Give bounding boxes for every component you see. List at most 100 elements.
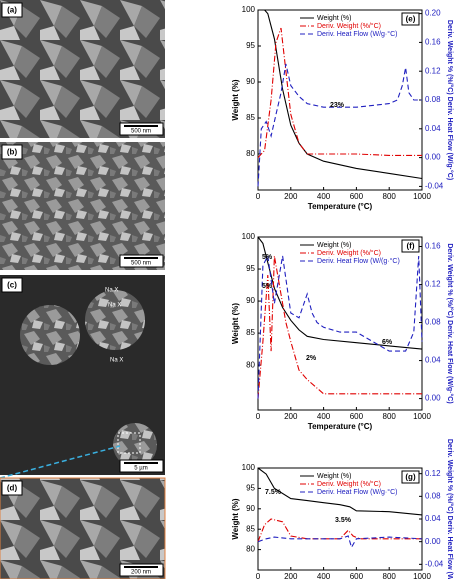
zoom-box bbox=[117, 432, 141, 454]
y2-tick-label: 0.12 bbox=[425, 280, 441, 289]
legend-label: Deriv. Weight (%/°C) bbox=[317, 249, 381, 257]
x-tick-label: 200 bbox=[284, 412, 298, 421]
x-tick-label: 1000 bbox=[413, 192, 431, 201]
x-tick-label: 1000 bbox=[413, 572, 431, 579]
scale-label: 5 µm bbox=[134, 466, 147, 472]
x-tick-label: 800 bbox=[383, 412, 397, 421]
y-tick-label: 100 bbox=[242, 5, 256, 14]
panel-label: (c) bbox=[7, 281, 17, 290]
panel-box bbox=[401, 470, 420, 484]
y-tick-label: 85 bbox=[246, 113, 255, 122]
sem-image bbox=[0, 477, 166, 580]
note: Na X bbox=[108, 303, 121, 309]
y-tick-label: 95 bbox=[246, 484, 255, 493]
label-box bbox=[1, 277, 23, 293]
y2-tick-label: 0.00 bbox=[425, 537, 441, 546]
y-axis-label: Weight (%) bbox=[231, 303, 240, 345]
y-tick-label: 90 bbox=[246, 77, 255, 86]
legend-label: Deriv. Heat Flow (W/(g·°C) bbox=[317, 257, 400, 265]
y2-axis-label: Deriv. Weight % (%/°C) Deriv. Heat Flow … bbox=[446, 243, 454, 403]
y2-axis-label: Deriv. Weight % (%/°C) Deriv. Heat Flow … bbox=[446, 439, 454, 579]
annotation: 6% bbox=[382, 339, 393, 346]
panel-label: (g) bbox=[405, 473, 416, 482]
y2-tick-label: 0.12 bbox=[425, 469, 441, 478]
sem-image bbox=[0, 142, 165, 270]
x-tick-label: 600 bbox=[350, 192, 364, 201]
scale-label: 500 nm bbox=[131, 129, 151, 135]
sem-images bbox=[0, 0, 166, 580]
y2-tick-label: 0.20 bbox=[425, 9, 441, 18]
y2-tick-label: 0.00 bbox=[425, 394, 441, 403]
y2-tick-label: 0.16 bbox=[425, 242, 441, 251]
particle bbox=[85, 290, 145, 350]
y2-tick-label: 0.08 bbox=[425, 318, 441, 327]
y-tick-label: 95 bbox=[246, 41, 255, 50]
x-tick-label: 200 bbox=[284, 572, 298, 579]
y-tick-label: 100 bbox=[242, 232, 256, 241]
legend-label: Weight (%) bbox=[317, 242, 352, 249]
y2-tick-label: 0.16 bbox=[425, 38, 441, 47]
annotation: 3.5% bbox=[335, 517, 352, 524]
y2-tick-label: 0.12 bbox=[425, 66, 441, 75]
particle bbox=[20, 305, 80, 365]
y-tick-label: 80 bbox=[246, 149, 255, 158]
y-tick-label: 85 bbox=[246, 328, 255, 337]
legend-label: Deriv. Weight (%/°C) bbox=[317, 22, 381, 30]
label-box bbox=[1, 480, 23, 496]
y-tick-label: 100 bbox=[242, 463, 256, 472]
line bbox=[257, 255, 422, 399]
y2-tick-label: 0.04 bbox=[425, 124, 441, 133]
x-tick-label: 600 bbox=[350, 412, 364, 421]
panel-label: (a) bbox=[7, 6, 17, 15]
panel-box bbox=[401, 12, 420, 26]
x-tick-label: 400 bbox=[317, 412, 331, 421]
y2-tick-label: 0.04 bbox=[425, 514, 441, 523]
sem-image bbox=[0, 0, 165, 138]
annotation: 23% bbox=[330, 102, 345, 109]
x-tick-label: 0 bbox=[256, 572, 261, 579]
line bbox=[257, 27, 422, 158]
panel-label: (f) bbox=[407, 242, 415, 251]
annotation: 2% bbox=[306, 355, 317, 362]
line bbox=[257, 63, 422, 187]
legend-label: Deriv. Heat Flow (W/g·°C) bbox=[317, 488, 397, 496]
panel-label: (e) bbox=[406, 15, 416, 24]
line bbox=[257, 254, 423, 399]
y-tick-label: 85 bbox=[246, 524, 255, 533]
panel-label: (d) bbox=[7, 484, 18, 493]
x-tick-label: 200 bbox=[284, 192, 298, 201]
panel-box bbox=[401, 239, 420, 253]
x-axis-label: Temperature (°C) bbox=[308, 422, 373, 431]
y-axis-label: Weight (%) bbox=[231, 79, 240, 121]
zoom-line bbox=[0, 445, 121, 479]
y-tick-label: 90 bbox=[246, 504, 255, 513]
label-box bbox=[1, 2, 23, 18]
annotation: 7.5% bbox=[265, 489, 282, 496]
y-axis-label: Weight (%) bbox=[231, 498, 240, 540]
x-tick-label: 0 bbox=[256, 192, 261, 201]
y-tick-label: 80 bbox=[246, 360, 255, 369]
legend-label: Deriv. Weight (%/°C) bbox=[317, 480, 381, 488]
panel-label: (b) bbox=[7, 148, 18, 157]
y2-axis-label: Deriv. Weight % (%/°C) Deriv. Heat Flow … bbox=[446, 20, 454, 180]
y2-tick-label: 0.08 bbox=[425, 491, 441, 500]
x-tick-label: 800 bbox=[383, 192, 397, 201]
label-box bbox=[1, 144, 23, 160]
particle bbox=[113, 423, 157, 467]
annotation: 5% bbox=[262, 254, 273, 261]
x-tick-label: 800 bbox=[383, 572, 397, 579]
x-axis-label: Temperature (°C) bbox=[308, 202, 373, 211]
y2-tick-label: 0.08 bbox=[425, 95, 441, 104]
legend-label: Deriv. Heat Flow (W/g·°C) bbox=[317, 30, 397, 38]
legend-label: Weight (%) bbox=[317, 15, 352, 22]
x-tick-label: 400 bbox=[317, 572, 331, 579]
note: Na X bbox=[110, 358, 123, 364]
line bbox=[257, 236, 423, 350]
x-tick-label: 1000 bbox=[413, 412, 431, 421]
scale-label: 200 nm bbox=[131, 570, 151, 576]
note: Na X bbox=[105, 288, 118, 294]
annotation: 5% bbox=[262, 283, 273, 290]
line bbox=[257, 535, 423, 549]
plot-frame bbox=[257, 236, 423, 411]
